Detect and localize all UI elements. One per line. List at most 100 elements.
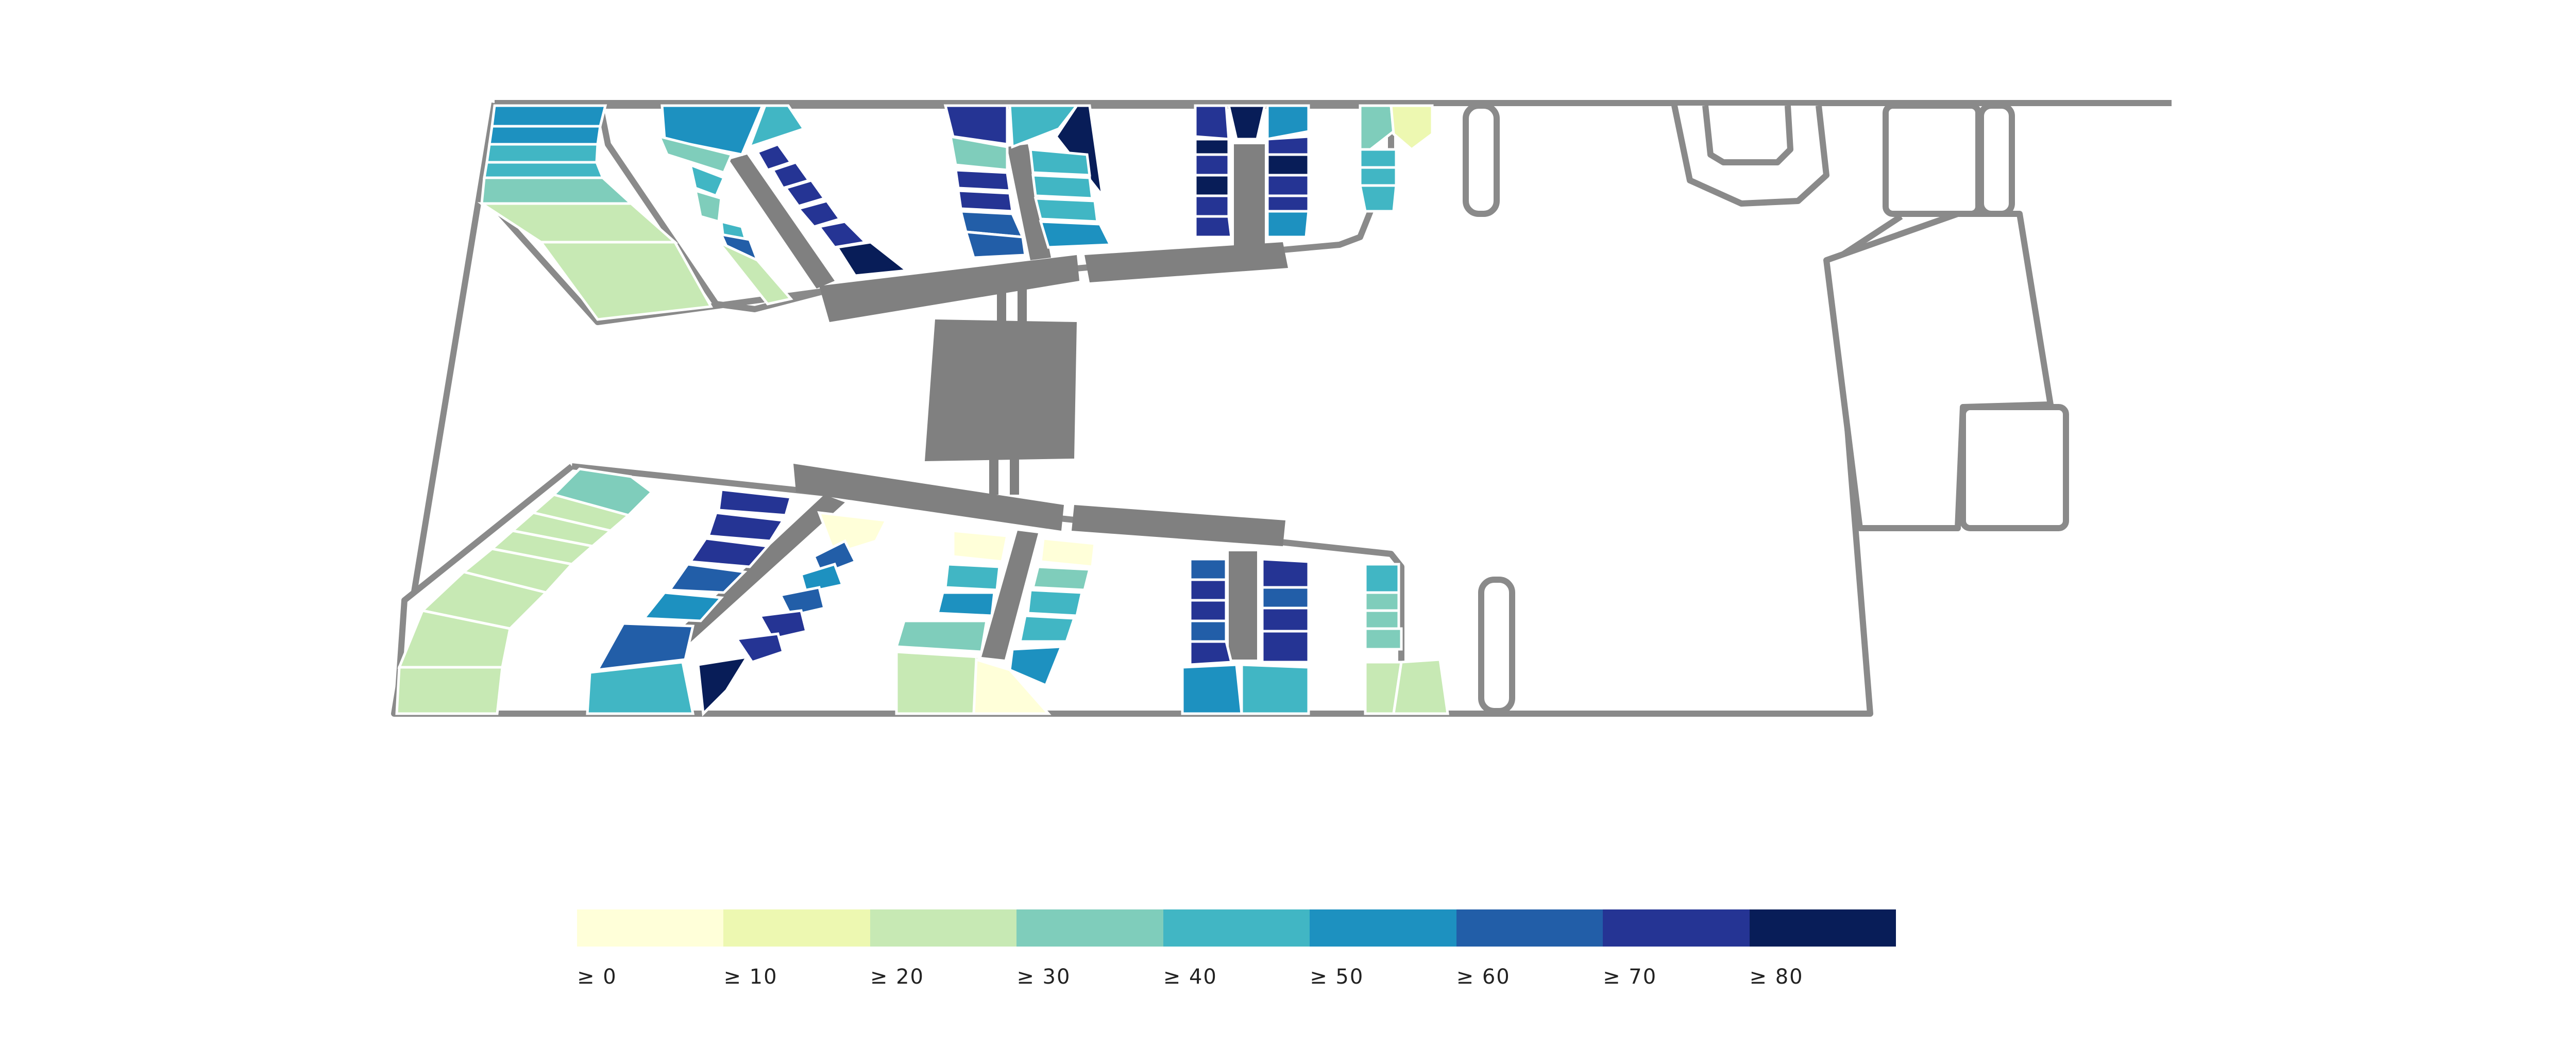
connector-1 bbox=[997, 289, 1006, 325]
parking-zone-10 bbox=[693, 189, 723, 224]
parking-zone-65 bbox=[586, 661, 695, 715]
connector-4 bbox=[1010, 459, 1019, 495]
parking-zone-44 bbox=[1266, 194, 1310, 213]
parking-zone-45 bbox=[1266, 210, 1310, 239]
parking-zone-96 bbox=[1364, 591, 1400, 612]
legend-swatch-3 bbox=[1016, 909, 1163, 947]
parking-zone-18 bbox=[796, 199, 842, 228]
block-right-b bbox=[1978, 103, 2015, 217]
parking-zone-59 bbox=[717, 488, 793, 517]
parking-zone-35 bbox=[1266, 104, 1310, 141]
legend-swatch-1 bbox=[723, 909, 870, 947]
legend-label-7: ≥ 70 bbox=[1603, 965, 1657, 989]
legend-label-3: ≥ 30 bbox=[1016, 965, 1071, 989]
parking-zone-0 bbox=[490, 104, 607, 128]
legend-swatch-5 bbox=[1310, 909, 1456, 947]
legend-swatch-7 bbox=[1603, 909, 1750, 947]
legend-swatch-6 bbox=[1456, 909, 1603, 947]
parking-zone-49 bbox=[1359, 166, 1398, 187]
parking-zone-85 bbox=[1189, 578, 1228, 602]
parking-zone-31 bbox=[1033, 197, 1099, 223]
parking-zone-69 bbox=[778, 586, 826, 617]
legend-swatch-4 bbox=[1163, 909, 1310, 947]
road-network bbox=[670, 144, 1288, 660]
legend-label-4: ≥ 40 bbox=[1163, 965, 1217, 989]
parking-zone-29 bbox=[1029, 148, 1091, 177]
road-upper-1 bbox=[819, 255, 1079, 322]
parking-zone-83 bbox=[1008, 645, 1063, 687]
parking-zone-2 bbox=[485, 143, 599, 164]
legend-labels: ≥ 0 ≥ 10 ≥ 20 ≥ 30 ≥ 40 ≥ 50 ≥ 60 ≥ 70 ≥ 80 bbox=[577, 965, 1896, 989]
legend-swatch-8 bbox=[1749, 909, 1896, 947]
parking-zone-50 bbox=[1358, 184, 1398, 213]
parking-zone-24 bbox=[948, 134, 1009, 172]
legend-label-0: ≥ 0 bbox=[577, 965, 617, 989]
parking-zone-89 bbox=[1181, 663, 1243, 715]
parking-zone-60 bbox=[706, 511, 786, 543]
parking-zone-87 bbox=[1189, 619, 1228, 643]
parking-zone-80 bbox=[1031, 565, 1092, 592]
parking-zone-26 bbox=[957, 189, 1014, 213]
island-2 bbox=[1478, 577, 1515, 714]
parking-zone-84 bbox=[1189, 558, 1228, 581]
parking-zone-1 bbox=[488, 125, 602, 146]
parking-zone-88 bbox=[1189, 640, 1233, 666]
parking-zone-100 bbox=[1392, 658, 1449, 715]
parking-zone-40 bbox=[1194, 215, 1233, 239]
parking-zone-47 bbox=[1389, 104, 1434, 151]
parking-zone-6 bbox=[538, 241, 714, 321]
building-top-inner bbox=[1702, 105, 1793, 165]
parking-zone-22 bbox=[1008, 104, 1080, 149]
parking-zones bbox=[395, 104, 1449, 717]
parking-zone-25 bbox=[954, 168, 1011, 192]
island-1 bbox=[1463, 103, 1500, 217]
parking-zone-37 bbox=[1194, 153, 1230, 177]
parking-zone-3 bbox=[483, 161, 605, 179]
parking-zone-86 bbox=[1189, 599, 1228, 622]
legend-label-5: ≥ 50 bbox=[1310, 965, 1364, 989]
parking-zone-92 bbox=[1261, 586, 1310, 610]
legend-color-bar bbox=[577, 909, 1896, 947]
parking-zone-8 bbox=[657, 134, 734, 175]
legend-label-8: ≥ 80 bbox=[1749, 965, 1804, 989]
parking-zone-41 bbox=[1266, 135, 1310, 156]
parking-zone-75 bbox=[936, 591, 996, 617]
parking-zone-39 bbox=[1194, 194, 1230, 218]
parking-zone-34 bbox=[1227, 104, 1267, 141]
parking-zone-63 bbox=[641, 591, 724, 622]
parking-zone-33 bbox=[1194, 104, 1230, 141]
parking-zone-30 bbox=[1031, 174, 1094, 200]
parking-zone-79 bbox=[1039, 537, 1096, 568]
parking-zone-14 bbox=[747, 104, 806, 149]
color-legend: ≥ 0 ≥ 10 ≥ 20 ≥ 30 ≥ 40 ≥ 50 ≥ 60 ≥ 70 ≥ 80 bbox=[577, 909, 1896, 989]
legend-label-1: ≥ 10 bbox=[723, 965, 778, 989]
parking-zone-91 bbox=[1261, 558, 1310, 589]
parking-zone-13 bbox=[718, 241, 793, 306]
parking-zone-70 bbox=[758, 609, 808, 640]
parking-zone-81 bbox=[1026, 588, 1084, 617]
parking-zone-94 bbox=[1261, 630, 1310, 664]
parking-zone-23 bbox=[1054, 104, 1105, 200]
parking-zone-42 bbox=[1266, 153, 1310, 177]
aisle-3 bbox=[1234, 144, 1265, 250]
parking-zone-64 bbox=[595, 622, 695, 672]
parking-zone-90 bbox=[1240, 663, 1310, 715]
parking-zone-46 bbox=[1359, 104, 1395, 151]
legend-swatch-0 bbox=[577, 909, 724, 947]
parking-zone-71 bbox=[734, 632, 785, 664]
legend-label-2: ≥ 20 bbox=[870, 965, 925, 989]
parking-zone-20 bbox=[835, 241, 910, 277]
parking-zone-15 bbox=[755, 142, 793, 172]
parking-zone-73 bbox=[952, 529, 1009, 563]
aisle-6 bbox=[1229, 551, 1257, 660]
parking-zone-36 bbox=[1194, 138, 1230, 156]
parking-zone-21 bbox=[943, 104, 1009, 146]
aisle-1 bbox=[729, 155, 835, 289]
connector-2 bbox=[1018, 289, 1027, 325]
parking-zone-48 bbox=[1359, 148, 1398, 169]
aisle-5 bbox=[981, 531, 1038, 660]
road-lower-1 bbox=[793, 464, 1064, 531]
parking-zone-4 bbox=[480, 176, 635, 205]
aisle-4 bbox=[670, 495, 845, 649]
